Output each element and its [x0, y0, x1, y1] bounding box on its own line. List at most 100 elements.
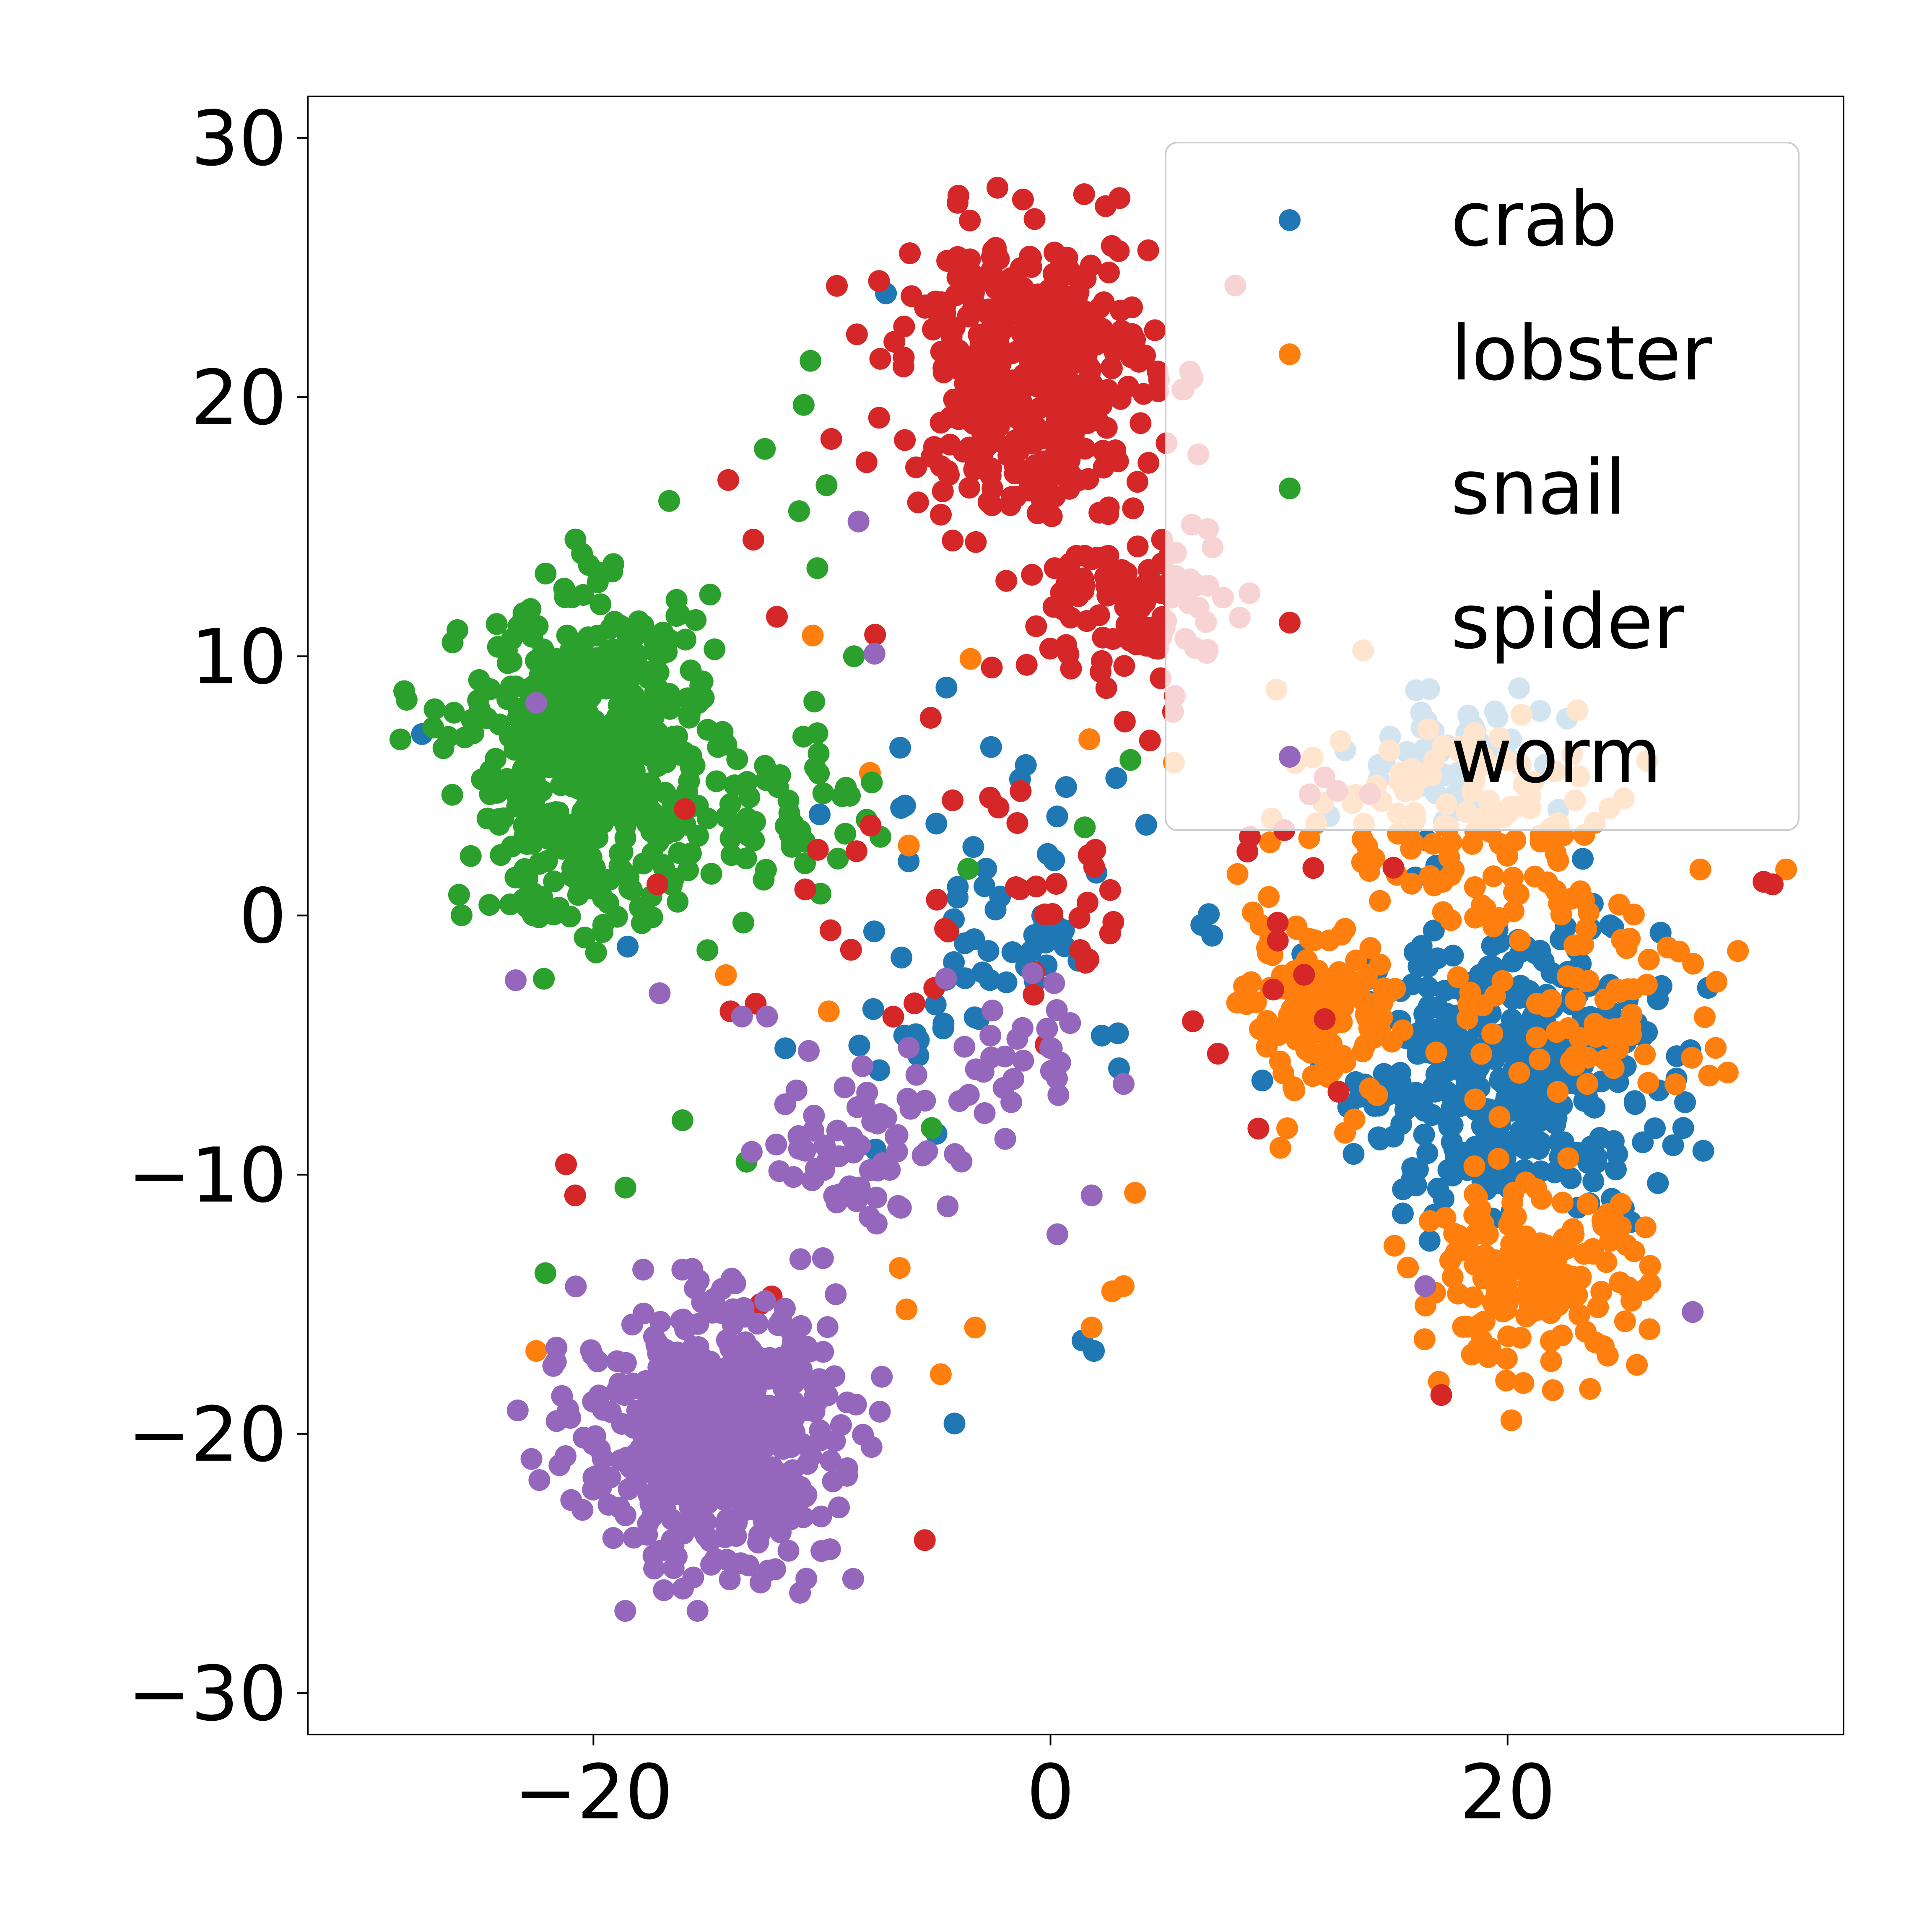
point-spider	[894, 429, 916, 451]
point-worm	[728, 1482, 750, 1504]
point-lobster	[1321, 1044, 1343, 1065]
point-snail	[687, 692, 709, 714]
point-snail	[754, 438, 776, 460]
point-spider	[1064, 351, 1086, 374]
point-worm	[774, 1093, 796, 1115]
point-crab	[1514, 1103, 1536, 1125]
point-lobster	[1727, 940, 1749, 962]
point-worm	[791, 1433, 813, 1455]
point-lobster	[1617, 978, 1639, 1000]
point-worm	[905, 1064, 927, 1086]
point-spider	[1101, 357, 1123, 379]
point-snail	[515, 618, 538, 641]
point-worm	[865, 1187, 888, 1209]
point-lobster	[1233, 975, 1255, 997]
point-spider	[1057, 643, 1080, 665]
point-lobster	[1608, 893, 1630, 916]
point-spider	[1139, 730, 1161, 752]
point-snail	[794, 852, 816, 875]
point-spider	[794, 878, 816, 901]
point-snail	[548, 897, 570, 919]
point-snail	[815, 474, 838, 496]
point-crab	[890, 797, 912, 819]
point-worm	[707, 1417, 729, 1439]
point-lobster	[1431, 870, 1453, 892]
point-worm	[588, 1384, 610, 1407]
point-lobster	[1602, 1057, 1625, 1079]
point-snail	[1074, 816, 1096, 839]
point-worm	[808, 1368, 831, 1390]
point-lobster	[1258, 886, 1280, 908]
point-lobster	[1549, 1241, 1571, 1263]
point-spider	[957, 305, 979, 327]
point-snail	[957, 858, 979, 880]
point-spider	[868, 270, 890, 292]
point-crab	[898, 850, 920, 873]
x-tick-label: 20	[1459, 1749, 1555, 1836]
point-lobster	[1359, 1078, 1381, 1100]
point-worm	[632, 1259, 654, 1281]
point-crab	[995, 971, 1018, 993]
point-spider	[1098, 496, 1120, 519]
point-lobster	[1302, 1065, 1324, 1087]
point-spider	[976, 436, 998, 458]
point-crab	[1107, 1022, 1129, 1044]
point-crab	[1251, 1070, 1273, 1092]
point-lobster	[1693, 1006, 1716, 1028]
point-lobster	[1512, 1372, 1535, 1394]
point-lobster	[1488, 907, 1510, 929]
point-lobster	[1464, 1254, 1486, 1276]
y-tick-label: −30	[127, 1650, 287, 1738]
point-spider	[1126, 471, 1148, 493]
point-snail	[600, 617, 622, 639]
point-snail	[512, 778, 534, 800]
point-spider	[893, 346, 915, 369]
point-spider	[1005, 876, 1027, 898]
point-spider	[1087, 409, 1109, 431]
point-worm	[636, 1524, 658, 1546]
point-crab	[1644, 1117, 1666, 1140]
point-spider	[984, 305, 1007, 327]
point-spider	[930, 455, 952, 477]
point-lobster	[1487, 1293, 1509, 1315]
point-worm	[771, 1309, 792, 1331]
point-lobster	[1545, 1021, 1568, 1043]
point-lobster	[1665, 1073, 1686, 1095]
point-worm	[799, 1340, 821, 1363]
point-lobster	[1587, 1296, 1609, 1318]
point-spider	[1430, 1384, 1452, 1406]
point-crab	[617, 935, 639, 958]
point-lobster	[1553, 1266, 1575, 1288]
point-lobster	[1584, 1331, 1606, 1353]
point-snail	[792, 726, 814, 748]
point-snail	[621, 879, 643, 901]
point-worm	[994, 1128, 1016, 1150]
point-snail	[630, 803, 652, 825]
point-snail	[614, 1176, 636, 1199]
point-worm	[765, 1133, 787, 1156]
point-snail	[460, 845, 482, 867]
point-snail	[704, 638, 726, 660]
point-worm	[664, 1363, 686, 1385]
point-snail	[647, 697, 669, 719]
point-worm	[953, 1036, 976, 1058]
point-worm	[757, 1559, 779, 1581]
point-lobster	[1488, 1106, 1511, 1128]
point-lobster	[1639, 1255, 1661, 1277]
legend-label-worm: worm	[1451, 712, 1662, 800]
point-worm	[679, 1496, 701, 1518]
point-lobster	[1113, 1275, 1135, 1297]
point-crab	[1413, 1100, 1436, 1122]
point-worm	[794, 1485, 816, 1508]
point-snail	[644, 631, 666, 654]
point-snail	[792, 394, 815, 416]
point-lobster	[1474, 1310, 1496, 1332]
point-spider	[1080, 548, 1102, 571]
point-lobster	[1557, 1147, 1579, 1169]
point-worm	[756, 1005, 778, 1028]
point-lobster	[1549, 1289, 1571, 1311]
point-lobster	[1280, 998, 1303, 1020]
point-snail	[619, 729, 641, 751]
point-spider	[1061, 372, 1083, 395]
point-worm	[683, 1405, 705, 1428]
